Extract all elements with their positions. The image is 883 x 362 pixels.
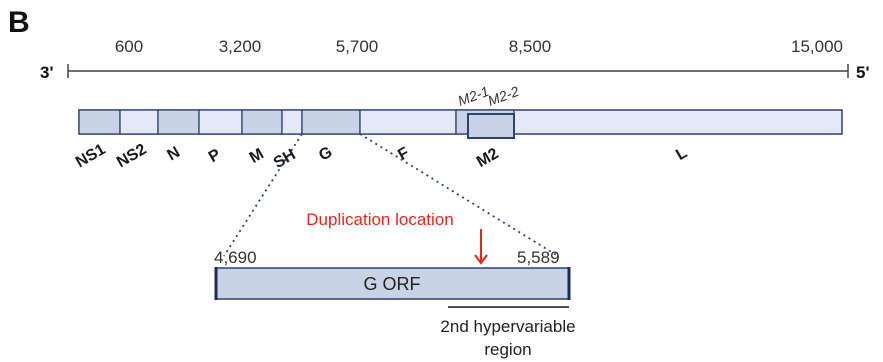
duplication-arrow-icon [474, 254, 488, 265]
zoom-line-left [223, 133, 303, 257]
gene-block-f [359, 109, 457, 135]
scale-tick-label: 15,000 [791, 37, 843, 56]
gene-block-n [157, 109, 200, 135]
gene-block-m [241, 109, 283, 135]
panel-label: B [8, 6, 30, 39]
gene-label-ns1: NS1 [73, 141, 109, 171]
gene-label-n: N [164, 144, 183, 165]
five-prime-label: 5' [856, 63, 870, 82]
m2-2-label: M2-2 [486, 83, 522, 109]
gene-label-l: L [673, 144, 690, 164]
gene-block-m2-2 [467, 113, 515, 139]
scale-tick-label: 8,500 [509, 37, 552, 56]
hypervariable-label-line2: region [484, 340, 531, 359]
gene-label-ns2: NS2 [114, 141, 150, 171]
scale-tick-label: 600 [115, 37, 143, 56]
gene-label-m2: M2 [474, 145, 502, 171]
g-orf-label: G ORF [364, 274, 421, 294]
g-orf-box [215, 267, 570, 300]
g-orf-start-label: 4,690 [214, 248, 257, 267]
g-orf-end-label: 5,589 [517, 248, 560, 267]
duplication-label: Duplication location [306, 210, 453, 229]
gene-block-ns1 [78, 109, 121, 135]
genome-bar [78, 109, 843, 139]
scale-tick-label: 5,700 [336, 37, 379, 56]
zoom-line-right [359, 133, 559, 257]
three-prime-label: 3' [40, 63, 54, 82]
gene-block-g [301, 109, 361, 135]
gene-label-g: G [316, 144, 335, 165]
gene-block-sh [281, 109, 303, 135]
scale-tick-label: 3,200 [219, 37, 262, 56]
gene-label-sh: SH [271, 146, 299, 172]
gene-block-ns2 [119, 109, 159, 135]
gene-label-m: M [247, 145, 267, 166]
gene-label-f: F [395, 144, 412, 164]
gene-block-p [198, 109, 243, 135]
gene-label-p: P [206, 146, 224, 166]
hypervariable-label-line1: 2nd hypervariable [440, 317, 575, 336]
